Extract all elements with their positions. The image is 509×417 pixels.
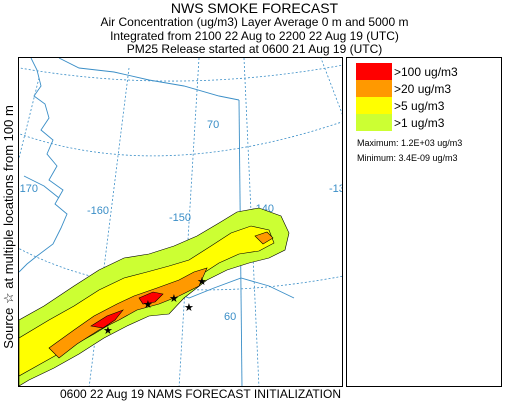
source-star-icon: ★ xyxy=(197,275,207,288)
legend-label: >100 ug/m3 xyxy=(394,64,458,79)
chart-subtitle-release: PM25 Release started at 0600 21 Aug 19 (… xyxy=(126,42,383,56)
legend-swatch xyxy=(356,114,392,131)
smoke-map: -170 -160 -150 -140 -130 70 60 xyxy=(19,58,342,386)
source-markers: ★ ★ ★ ★ ★ xyxy=(103,275,207,337)
longitude-line-130 xyxy=(320,58,342,115)
legend-label: >20 ug/m3 xyxy=(394,81,452,96)
plume-contour-100ug xyxy=(90,309,124,329)
lat-label-70: 70 xyxy=(207,119,219,131)
legend-swatch xyxy=(356,63,392,80)
legend-label: >1 ug/m3 xyxy=(394,115,445,130)
forecast-initialization: 0600 22 Aug 19 NAMS FORECAST INITIALIZAT… xyxy=(60,387,341,401)
west-coast xyxy=(19,58,68,273)
legend-item-100: >100 ug/m3 xyxy=(356,63,458,80)
seward-peninsula xyxy=(23,175,60,199)
lon-label-150: -150 xyxy=(169,212,191,224)
legend-swatch xyxy=(356,80,392,97)
source-star-icon: ★ xyxy=(143,298,153,311)
north-coast xyxy=(58,58,240,101)
maximum-value: Maximum: 1.2E+03 ug/m3 xyxy=(357,138,463,148)
source-star-icon: ★ xyxy=(184,301,194,314)
lon-label-170: -170 xyxy=(19,183,38,195)
chart-subtitle-integration: Integrated from 2100 22 Aug to 2200 22 A… xyxy=(110,29,399,43)
legend-swatch xyxy=(356,97,392,114)
source-location-label: Source ☆ at multiple locations from 100 … xyxy=(1,105,16,349)
longitude-line-170 xyxy=(19,77,40,160)
lat-label-60: 60 xyxy=(224,311,236,323)
plume-contour-20ug xyxy=(48,267,208,359)
legend-item-1: >1 ug/m3 xyxy=(356,114,444,131)
latitude-line-75 xyxy=(19,64,342,82)
legend-item-5: >5 ug/m3 xyxy=(356,97,444,114)
lon-label-130: -130 xyxy=(329,183,342,195)
smoke-plume xyxy=(19,207,290,386)
legend-item-20: >20 ug/m3 xyxy=(356,80,451,97)
longitude-line-150 xyxy=(178,58,200,386)
source-star-icon: ★ xyxy=(169,292,179,305)
latitude-line-70 xyxy=(19,121,342,157)
legend-label: >5 ug/m3 xyxy=(394,98,445,113)
legend-panel: >100 ug/m3 >20 ug/m3 >5 ug/m3 >1 ug/m3 M… xyxy=(346,57,502,387)
minimum-value: Minimum: 3.4E-09 ug/m3 xyxy=(357,153,458,163)
plume-contour-100ug-2 xyxy=(138,291,164,305)
source-star-icon: ★ xyxy=(103,324,113,337)
chart-subtitle-concentration: Air Concentration (ug/m3) Layer Average … xyxy=(100,15,409,29)
chart-title: NWS SMOKE FORECAST xyxy=(170,0,339,16)
lon-label-160: -160 xyxy=(87,205,109,217)
plume-contour-20ug-2 xyxy=(254,231,274,245)
map-panel: -170 -160 -150 -140 -130 70 60 xyxy=(18,57,343,387)
